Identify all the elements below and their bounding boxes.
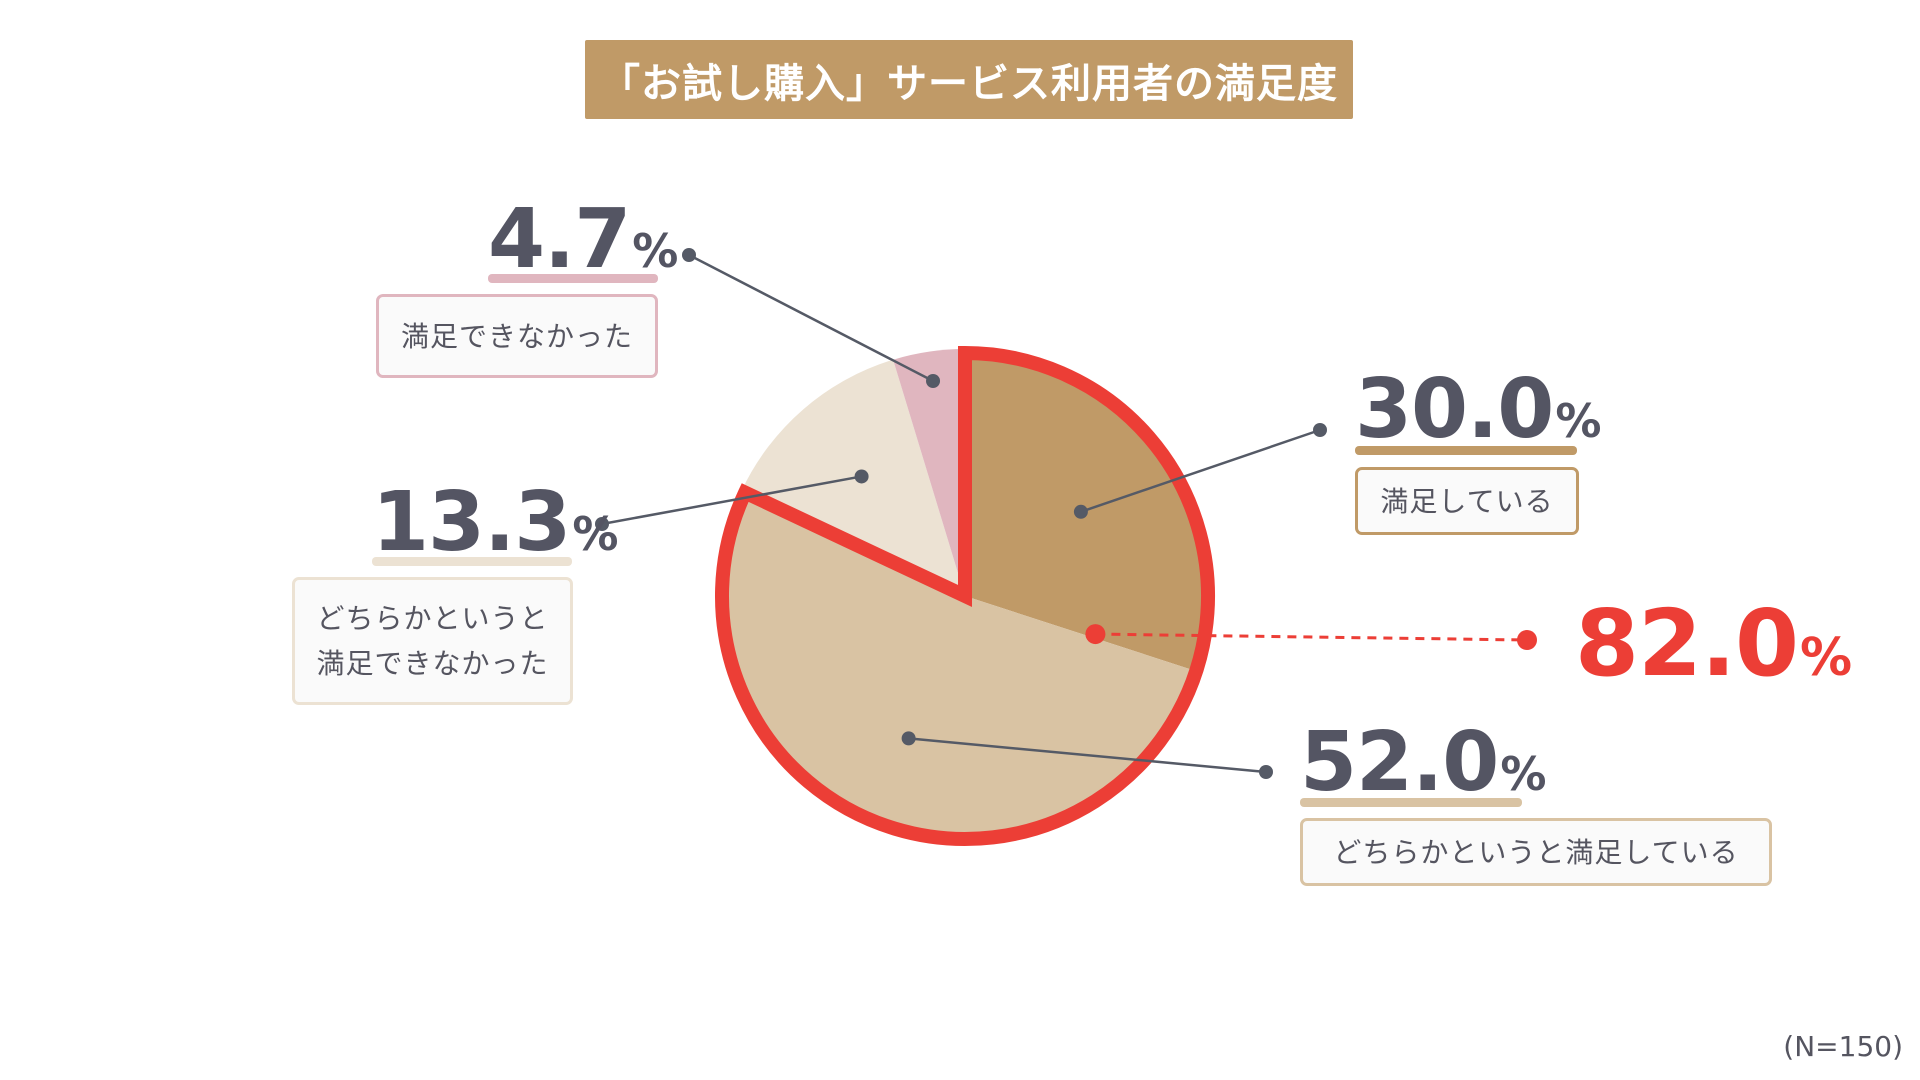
connector-satisfied <box>1080 428 1321 513</box>
underline-dissatisfied <box>488 274 658 283</box>
connector-dissatisfied-inner-dot <box>926 374 941 389</box>
satisfied-highlight-outline <box>715 345 1215 846</box>
connector-somewhat-satisfied <box>908 737 1267 774</box>
sample-size-note: (N=150) <box>1783 1030 1903 1063</box>
value-label-dissatisfied: 4.7% <box>488 192 678 287</box>
underline-somewhat-dissatisfied <box>372 557 572 566</box>
value-label-satisfied: 30.0% <box>1355 362 1601 457</box>
total-unit: % <box>1800 628 1852 688</box>
chart-title: 「お試し購入」サービス利用者の満足度 <box>585 40 1353 119</box>
category-label-somewhat-satisfied: どちらかというと満足している <box>1300 818 1772 886</box>
connector-dissatisfied <box>688 253 934 383</box>
underline-somewhat-satisfied <box>1300 798 1522 807</box>
value-unit: % <box>1555 394 1601 448</box>
connector-satisfied-inner-dot <box>1073 504 1088 519</box>
value-label-somewhat-satisfied: 52.0% <box>1300 715 1546 810</box>
connector-somewhat-dissatisfied-inner-dot <box>854 469 869 484</box>
connector-somewhat-dissatisfied <box>601 475 862 526</box>
value-number: 52.0 <box>1300 715 1499 810</box>
combined-satisfied-total: 82.0% <box>1575 590 1852 697</box>
slice-dissatisfied <box>893 349 965 596</box>
connector-combined-total-outer-dot <box>1517 630 1537 650</box>
connector-combined-total-inner-dot <box>1085 624 1106 645</box>
category-label-satisfied: 満足している <box>1355 467 1579 535</box>
connector-somewhat-dissatisfied-outer-dot <box>595 517 609 531</box>
category-label-dissatisfied: 満足できなかった <box>376 294 658 378</box>
category-label-somewhat-dissatisfied: どちらかというと 満足できなかった <box>292 577 573 705</box>
connector-dissatisfied-outer-dot <box>682 248 696 262</box>
value-number: 13.3 <box>372 475 571 570</box>
connector-somewhat-satisfied-inner-dot <box>901 731 916 746</box>
slice-satisfied <box>965 349 1212 673</box>
value-number: 4.7 <box>488 192 631 287</box>
value-unit: % <box>632 224 678 278</box>
value-number: 30.0 <box>1355 362 1554 457</box>
value-label-somewhat-dissatisfied: 13.3% <box>372 475 618 570</box>
connector-combined-total <box>1095 632 1528 642</box>
value-unit: % <box>1500 747 1546 801</box>
value-unit: % <box>572 507 618 561</box>
underline-satisfied <box>1355 446 1577 455</box>
connector-somewhat-satisfied-outer-dot <box>1259 765 1273 779</box>
total-number: 82.0 <box>1575 590 1799 697</box>
connector-satisfied-outer-dot <box>1313 423 1327 437</box>
